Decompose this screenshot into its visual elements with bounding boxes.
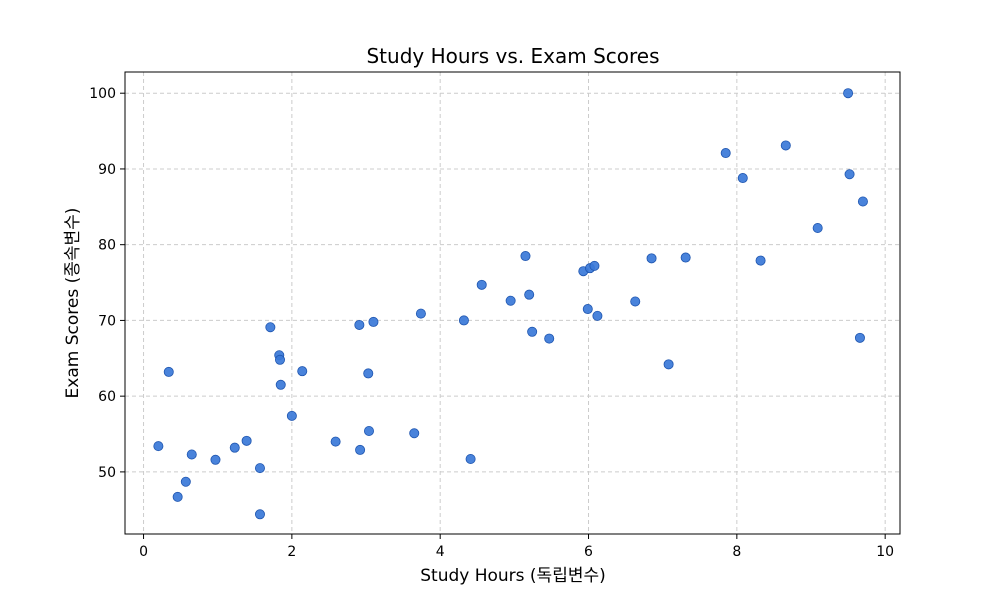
y-axis-label: Exam Scores (종속변수)	[63, 208, 83, 399]
chart-title: Study Hours vs. Exam Scores	[366, 44, 659, 68]
scatter-point	[720, 148, 731, 159]
x-tick-label: 10	[876, 544, 894, 560]
scatter-point	[210, 454, 221, 465]
scatter-point	[297, 366, 308, 377]
scatter-point	[630, 296, 641, 307]
scatter-point	[354, 319, 365, 330]
scatter-point	[415, 308, 426, 319]
x-tick-label: 4	[436, 544, 445, 560]
scatter-point	[368, 316, 379, 327]
scatter-point	[680, 252, 691, 263]
scatter-point	[646, 253, 657, 264]
x-tick-label: 6	[584, 544, 593, 560]
scatter-point	[274, 354, 285, 365]
scatter-point	[363, 368, 374, 379]
scatter-point	[582, 304, 593, 315]
x-axis-label: Study Hours (독립변수)	[420, 566, 606, 586]
scatter-point	[854, 332, 865, 343]
scatter-point	[737, 173, 748, 184]
scatter-point	[172, 491, 183, 502]
y-tick-label: 90	[98, 162, 116, 178]
scatter-point	[458, 315, 469, 326]
scatter-point	[363, 425, 374, 436]
scatter-point	[843, 88, 854, 99]
scatter-point	[254, 463, 265, 474]
scatter-point	[520, 251, 531, 262]
scatter-point	[505, 295, 516, 306]
scatter-point	[589, 260, 600, 271]
scatter-point	[241, 435, 252, 446]
scatter-point	[476, 279, 487, 290]
y-tick-label: 80	[98, 238, 116, 254]
y-tick-label: 100	[89, 86, 116, 102]
x-tick-label: 0	[139, 544, 148, 560]
x-tick-label: 2	[287, 544, 296, 560]
plot-frame	[124, 71, 901, 535]
y-axis-ticks: 50 60 70 80 90 100	[89, 86, 125, 481]
scatter-point	[755, 255, 766, 266]
scatter-point	[254, 509, 265, 520]
scatter-point	[355, 444, 366, 455]
scatter-point	[409, 428, 420, 439]
grid-lines	[125, 72, 900, 534]
data-points	[153, 88, 868, 520]
scatter-point	[153, 441, 164, 452]
scatter-point	[465, 454, 476, 465]
y-tick-label: 50	[98, 465, 116, 481]
scatter-point	[780, 140, 791, 151]
x-tick-label: 8	[732, 544, 741, 560]
scatter-point	[286, 410, 297, 421]
scatter-point	[186, 449, 197, 460]
scatter-point	[330, 436, 341, 447]
scatter-point	[265, 322, 276, 333]
y-tick-label: 60	[98, 389, 116, 405]
scatter-point	[857, 196, 868, 207]
scatter-point	[812, 223, 823, 234]
y-tick-label: 70	[98, 313, 116, 329]
scatter-point	[524, 289, 535, 300]
scatter-point	[527, 326, 538, 337]
scatter-point	[229, 442, 240, 453]
scatter-point	[180, 476, 191, 487]
scatter-point	[844, 169, 855, 180]
scatter-point	[275, 379, 286, 390]
scatter-point	[663, 359, 674, 370]
scatter-point	[163, 366, 174, 377]
x-axis-ticks: 0 2 4 6 8 10	[139, 534, 894, 560]
scatter-point	[544, 333, 555, 344]
scatter-point	[592, 310, 603, 321]
